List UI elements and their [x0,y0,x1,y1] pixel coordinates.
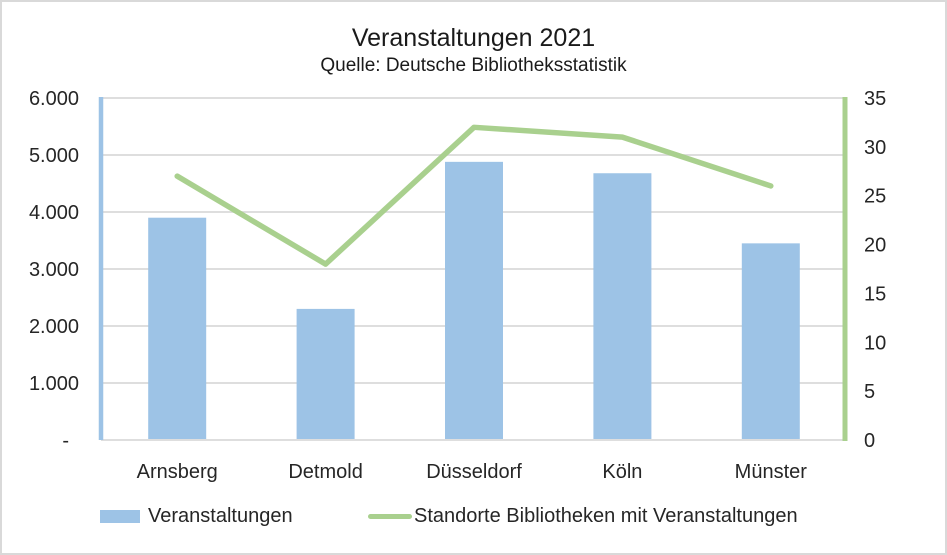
right-axis-tick-label: 30 [864,137,886,159]
legend-bar-swatch [100,509,140,523]
x-axis-label-arnsberg: Arnsberg [137,461,218,483]
x-axis-label-detmold: Detmold [288,461,362,483]
bar-detmold [296,308,355,439]
x-axis-label-köln: Köln [602,461,642,483]
left-axis-tick-label: 5.000 [29,145,79,167]
chart-title: Veranstaltungen 2021 [351,24,596,52]
legend-label: Veranstaltungen [148,504,293,527]
left-axis-tick-label: 6.000 [29,88,79,110]
legend-label: Standorte Bibliotheken mit Veranstaltung… [414,504,798,527]
left-axis-tick-label: 4.000 [29,202,79,224]
legend-item-standorte: Standorte Bibliotheken mit Veranstaltung… [368,503,798,529]
bar-arnsberg [148,217,207,439]
left-axis-tick-label: 3.000 [29,259,79,281]
right-axis-tick-label: 25 [864,186,886,208]
right-axis-tick-label: 10 [864,332,886,354]
right-axis-tick-label: 15 [864,283,886,305]
right-axis-tick-label: 20 [864,235,886,257]
right-axis-tick-label: 35 [864,88,886,110]
line-series-standorte-bibliotheken-mit-veranstaltungen [174,124,774,267]
right-axis-tick-label: 5 [864,381,875,403]
x-axis-category-labels: Arnsberg Detmold Düsseldorf Köln Münster [137,461,808,483]
bar-münster [741,243,800,439]
bar-series-veranstaltungen [148,161,800,440]
legend-line-swatch [368,513,412,519]
right-axis-tick-labels: 35 30 25 20 15 10 5 0 [864,88,886,452]
x-axis-label-düsseldorf: Düsseldorf [426,461,522,483]
bar-köln [593,173,652,440]
legend-item-veranstaltungen: Veranstaltungen [100,503,293,529]
left-axis-tick-label: 2.000 [29,316,79,338]
left-axis-tick-label: - [62,430,69,452]
chart-legend: Veranstaltungen Standorte Bibliotheken m… [0,503,947,531]
right-axis-tick-label: 0 [864,430,875,452]
left-axis-tick-labels: 6.000 5.000 4.000 3.000 2.000 1.000 - [29,88,79,452]
x-axis-label-münster: Münster [735,461,808,483]
chart-subtitle: Quelle: Deutsche Bibliotheksstatistik [320,55,627,76]
bar-düsseldorf [445,161,503,439]
left-axis-tick-label: 1.000 [29,373,79,395]
